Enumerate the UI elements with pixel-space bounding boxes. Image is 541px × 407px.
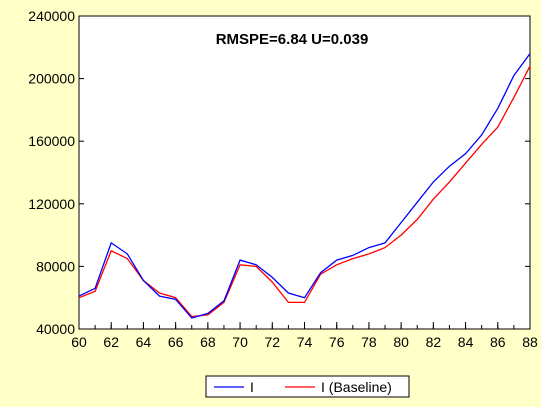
- y-tick-label: 120000: [28, 196, 75, 212]
- x-tick-label: 84: [458, 334, 474, 350]
- x-tick-label: 66: [168, 334, 184, 350]
- y-tick-label: 240000: [28, 8, 75, 24]
- x-tick-label: 70: [232, 334, 248, 350]
- legend-label-i-baseline: I (Baseline): [321, 379, 392, 395]
- legend-label-i: I: [250, 379, 254, 395]
- series-line-i: [78, 53, 531, 319]
- x-tick-label: 82: [426, 334, 442, 350]
- x-tick-label: 68: [200, 334, 216, 350]
- series-layer: [78, 53, 531, 319]
- x-tick-label: 64: [136, 334, 152, 350]
- x-tick-label: 72: [264, 334, 280, 350]
- x-tick-label: 88: [522, 334, 538, 350]
- x-tick-label: 80: [393, 334, 409, 350]
- y-tick-label: 160000: [28, 133, 75, 149]
- legend: I I (Baseline): [205, 375, 410, 398]
- x-tick-label: 76: [329, 334, 345, 350]
- x-tick-label: 86: [490, 334, 506, 350]
- series-line-i-baseline: [78, 65, 531, 318]
- y-tick-label: 200000: [28, 71, 75, 87]
- plot-area: [78, 15, 531, 330]
- x-tick-label: 74: [297, 334, 313, 350]
- y-tick-label: 40000: [36, 321, 75, 337]
- y-axis: 40000 80000 120000 160000 200000 240000: [28, 8, 530, 337]
- x-tick-label: 62: [103, 334, 119, 350]
- x-axis: 60 62 64 66 68 70 72 74 76 78 80 82 84 86 88: [71, 322, 538, 350]
- x-tick-label: 78: [361, 334, 377, 350]
- chart-annotation: RMSPE=6.84 U=0.039: [216, 31, 369, 48]
- y-tick-label: 80000: [36, 258, 75, 274]
- x-tick-label: 60: [71, 334, 87, 350]
